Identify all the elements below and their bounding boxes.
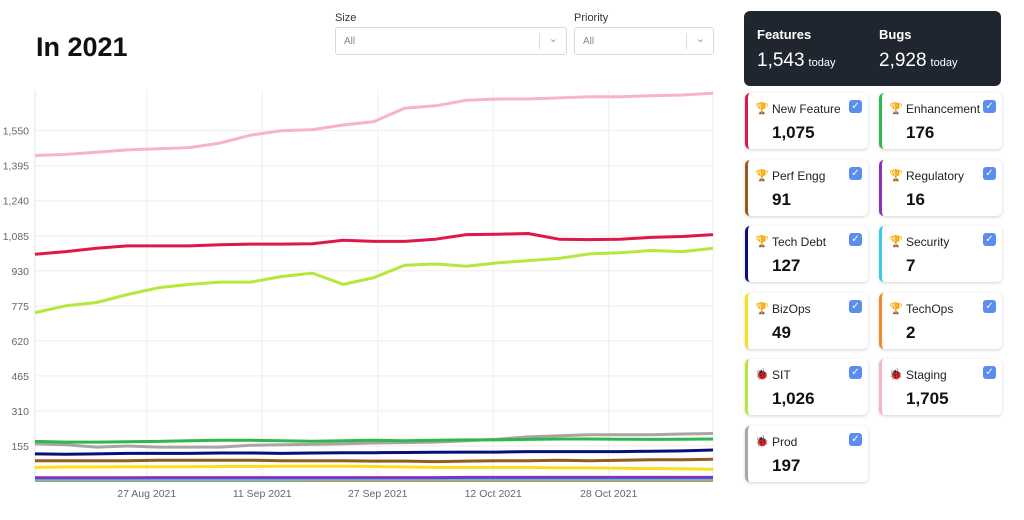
size-filter-label: Size: [335, 12, 357, 24]
card-value: 127: [772, 256, 801, 275]
card-checkbox[interactable]: ✓: [983, 299, 996, 313]
bugs-label: Bugs: [879, 27, 912, 42]
y-tick-label: 930: [11, 266, 29, 278]
card-name: BizOps: [772, 301, 811, 316]
x-tick-label: 27 Sep 2021: [348, 488, 408, 500]
trophy-icon: 🏆: [889, 169, 903, 182]
card-checkbox[interactable]: ✓: [849, 432, 862, 446]
trophy-icon: 🏆: [755, 169, 769, 182]
card-value: 7: [906, 256, 916, 275]
category-card[interactable]: 🐞 SIT ✓ 1,026: [745, 359, 868, 415]
card-name: Staging: [906, 368, 947, 382]
chevron-down-icon: ⌄: [548, 33, 558, 45]
series-line-tech-debt: [34, 448, 714, 456]
y-tick-label: 1,085: [3, 231, 29, 243]
card-value: 16: [906, 189, 925, 209]
category-card[interactable]: 🏆 Enhancement ✓ 176: [879, 93, 1002, 149]
page-title: In 2021: [36, 32, 128, 62]
card-name: Security: [906, 235, 950, 249]
category-card[interactable]: 🐞 Staging ✓ 1,705: [879, 359, 1002, 415]
x-tick-label: 28 Oct 2021: [580, 488, 637, 500]
y-tick-label: 1,240: [3, 196, 29, 208]
series-line-staging: [34, 91, 714, 157]
card-checkbox[interactable]: ✓: [983, 166, 996, 180]
x-tick-label: 27 Aug 2021: [117, 488, 176, 500]
card-value: 197: [772, 455, 801, 475]
category-card[interactable]: 🏆 TechOps ✓ 2: [879, 292, 1002, 349]
series-line-sit: [34, 246, 714, 315]
bug-icon: 🐞: [889, 369, 903, 381]
line-chart: 155 310 465 620 775 930 1,085 1,240 1,395 1,550 27…: [3, 90, 714, 500]
card-name: Enhancement: [906, 102, 981, 116]
category-card[interactable]: 🏆 Tech Debt ✓ 127: [745, 226, 868, 282]
priority-select[interactable]: All ⌄: [574, 27, 714, 55]
y-tick-label: 1,395: [3, 161, 29, 173]
card-name: Regulatory: [906, 168, 965, 183]
card-name: SIT: [772, 368, 791, 382]
card-checkbox[interactable]: ✓: [849, 233, 862, 246]
summary-panel: Features 1,543 today Bugs 2,928 today: [744, 11, 1001, 86]
size-select-value: All: [344, 35, 356, 47]
card-value: 49: [772, 322, 791, 342]
card-name: Prod: [772, 434, 798, 449]
y-tick-label: 775: [11, 301, 29, 313]
card-checkbox[interactable]: ✓: [849, 100, 862, 113]
y-tick-label: 155: [11, 441, 29, 453]
trophy-icon: 🏆: [889, 302, 903, 315]
bug-icon: 🐞: [755, 435, 769, 448]
bugs-today: today: [930, 57, 958, 69]
card-name: TechOps: [906, 301, 954, 316]
bug-icon: 🐞: [755, 369, 769, 381]
features-label: Features: [757, 27, 812, 42]
size-select[interactable]: All ⌄: [335, 27, 567, 55]
series-line-new-feature: [34, 232, 714, 256]
category-card[interactable]: 🏆 Perf Engg ✓ 91: [745, 159, 868, 216]
card-name: New Feature: [772, 102, 841, 116]
y-tick-label: 310: [11, 406, 29, 418]
features-today: today: [808, 57, 836, 69]
card-checkbox[interactable]: ✓: [849, 166, 862, 180]
x-tick-label: 12 Oct 2021: [465, 488, 522, 500]
card-name: Perf Engg: [772, 168, 826, 183]
category-card[interactable]: 🏆 New Feature ✓ 1,075: [745, 93, 868, 149]
card-value: 1,075: [772, 123, 815, 142]
priority-filter-label: Priority: [574, 12, 609, 24]
card-value: 176: [906, 123, 935, 142]
series-line-prod: [34, 432, 714, 449]
card-value: 1,705: [906, 389, 949, 408]
category-card[interactable]: 🏆 BizOps ✓ 49: [745, 292, 868, 349]
x-tick-label: 11 Sep 2021: [233, 488, 292, 500]
y-tick-label: 620: [11, 336, 29, 348]
card-checkbox[interactable]: ✓: [849, 299, 862, 313]
trophy-icon: 🏆: [889, 103, 903, 115]
chevron-down-icon: ⌄: [695, 33, 705, 45]
series-line-perf-engg: [35, 457, 714, 464]
bugs-value: 2,928: [879, 50, 927, 71]
trophy-icon: 🏆: [755, 103, 769, 115]
card-name: Tech Debt: [772, 235, 827, 249]
trophy-icon: 🏆: [889, 236, 903, 248]
card-checkbox[interactable]: ✓: [983, 233, 996, 246]
card-checkbox[interactable]: ✓: [983, 366, 996, 379]
priority-filter[interactable]: Priority All ⌄: [574, 12, 714, 55]
card-checkbox[interactable]: ✓: [849, 366, 862, 379]
trophy-icon: 🏆: [755, 302, 769, 315]
priority-select-value: All: [583, 35, 595, 47]
category-card[interactable]: 🏆 Security ✓ 7: [879, 226, 1002, 282]
y-tick-label: 1,550: [3, 126, 29, 138]
category-card[interactable]: 🏆 Regulatory ✓ 16: [879, 159, 1002, 216]
card-value: 1,026: [772, 389, 815, 408]
card-value: 91: [772, 189, 791, 209]
y-tick-label: 465: [11, 371, 29, 383]
trophy-icon: 🏆: [755, 236, 769, 248]
card-value: 2: [906, 322, 916, 342]
size-filter[interactable]: Size All ⌄: [335, 12, 567, 55]
category-card[interactable]: 🐞 Prod ✓ 197: [745, 425, 868, 482]
features-value: 1,543: [757, 50, 805, 71]
series-line-bizops: [34, 464, 714, 471]
series-line-enhancement: [34, 437, 714, 444]
card-checkbox[interactable]: ✓: [983, 100, 996, 113]
